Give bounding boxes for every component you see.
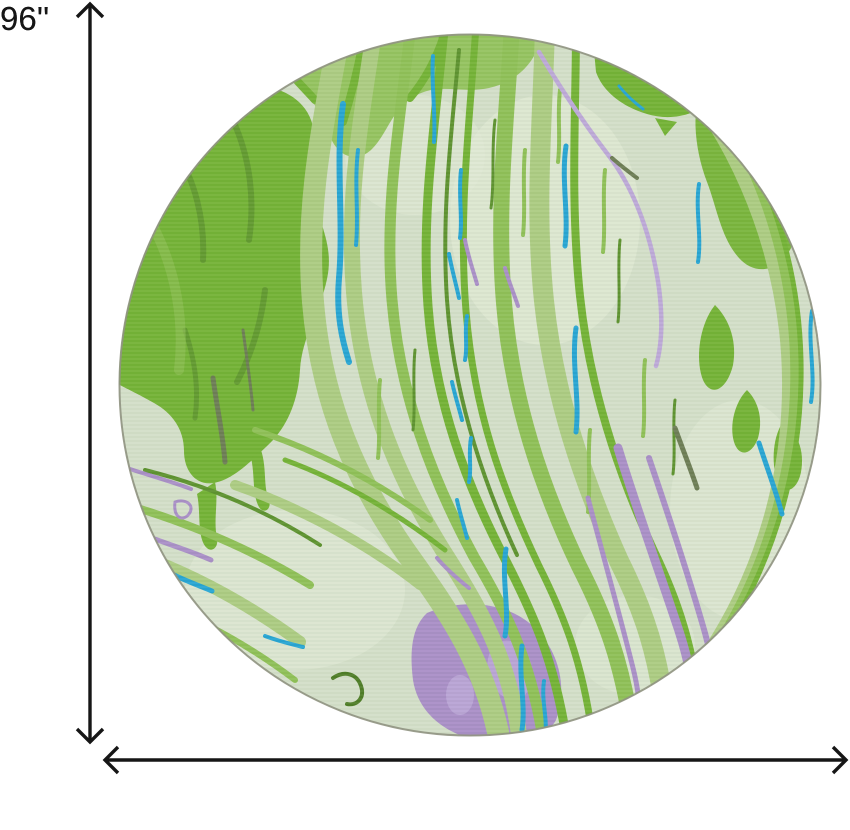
rug-edge [118, 33, 822, 737]
width-dimension-arrow [102, 745, 849, 775]
arrow-right-icon [831, 745, 849, 775]
height-dimension-label: 96'' [0, 0, 50, 37]
arrow-up-icon [75, 1, 105, 19]
rug-image [118, 33, 822, 737]
height-dimension-arrow [75, 1, 105, 745]
rug-texture-overlay [119, 34, 821, 736]
arrow-left-icon [102, 745, 120, 775]
width-dimension-label: 96'' [0, 0, 50, 37]
arrow-down-icon [75, 727, 105, 745]
